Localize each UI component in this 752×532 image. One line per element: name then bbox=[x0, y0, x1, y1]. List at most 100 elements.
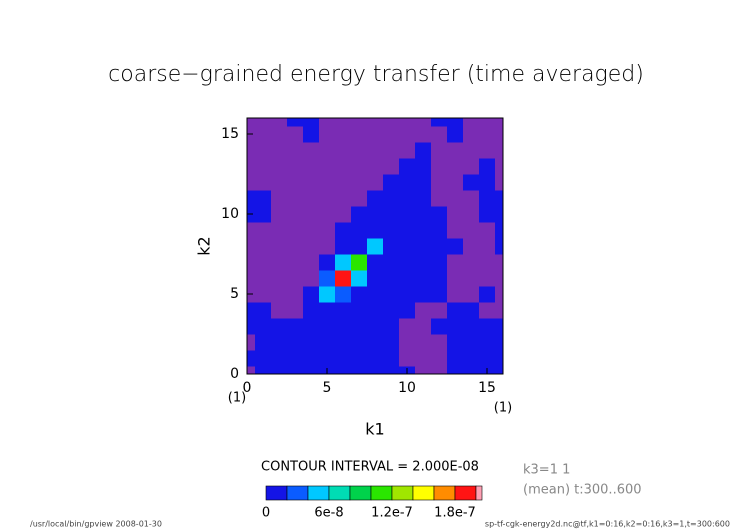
contour-cell bbox=[399, 190, 416, 207]
contour-cell bbox=[303, 270, 320, 287]
contour-cell bbox=[431, 190, 448, 207]
contour-cell bbox=[255, 270, 272, 287]
contour-cell bbox=[431, 126, 448, 143]
footer-left: /usr/local/bin/gpview 2008-01-30 bbox=[30, 520, 162, 529]
contour-cell bbox=[303, 190, 320, 207]
contour-cell bbox=[351, 334, 368, 351]
contour-cell bbox=[287, 318, 304, 335]
contour-cell bbox=[287, 158, 304, 175]
contour-cell bbox=[495, 174, 503, 191]
contour-cell bbox=[431, 334, 448, 351]
contour-cell bbox=[303, 334, 320, 351]
contour-cell bbox=[399, 158, 416, 175]
contour-cell bbox=[319, 158, 336, 175]
contour-cell bbox=[335, 334, 352, 351]
footer-right: sp-tf-cgk-energy2d.nc@tf,k1=0:16,k2=0:16… bbox=[485, 520, 730, 529]
x-index-label: (1) bbox=[494, 401, 512, 416]
contour-cell bbox=[303, 206, 320, 223]
contour-cell bbox=[383, 302, 400, 319]
colorbar-cell bbox=[433, 485, 456, 501]
contour-cell bbox=[319, 318, 336, 335]
contour-cell bbox=[383, 334, 400, 351]
contour-cell bbox=[383, 174, 400, 191]
colorbar-cell bbox=[286, 485, 309, 501]
colorbar-tick-label: 1.8e-7 bbox=[434, 506, 476, 521]
contour-cell bbox=[399, 350, 416, 367]
contour-cell bbox=[415, 238, 432, 255]
contour-cell bbox=[431, 174, 448, 191]
contour-cell bbox=[247, 366, 256, 374]
y-tick-label: 15 bbox=[221, 126, 239, 142]
contour-cell bbox=[383, 254, 400, 271]
contour-cell bbox=[271, 334, 288, 351]
contour-cell bbox=[479, 174, 496, 191]
contour-cell bbox=[255, 142, 272, 159]
contour-cell bbox=[415, 118, 432, 127]
contour-cell bbox=[383, 318, 400, 335]
contour-cell bbox=[479, 206, 496, 223]
contour-cell bbox=[319, 350, 336, 367]
contour-cell bbox=[335, 158, 352, 175]
contour-cell bbox=[351, 158, 368, 175]
y-axis-label: k2 bbox=[195, 236, 214, 255]
contour-cell bbox=[247, 174, 256, 191]
contour-cell bbox=[463, 126, 480, 143]
contour-cell bbox=[479, 350, 496, 367]
contour-cell bbox=[463, 206, 480, 223]
contour-cell bbox=[399, 222, 416, 239]
colorbar-cell bbox=[265, 485, 288, 501]
contour-cell bbox=[495, 350, 503, 367]
contour-cell bbox=[247, 350, 256, 367]
contour-cell bbox=[495, 286, 503, 303]
contour-cell bbox=[383, 126, 400, 143]
contour-cell bbox=[351, 190, 368, 207]
contour-cell bbox=[415, 158, 432, 175]
contour-cell bbox=[335, 222, 352, 239]
contour-cell bbox=[367, 366, 384, 374]
contour-cell bbox=[335, 302, 352, 319]
contour-cell bbox=[335, 190, 352, 207]
chart-title: coarse−grained energy transfer (time ave… bbox=[108, 62, 644, 87]
contour-cell bbox=[335, 118, 352, 127]
contour-cell bbox=[463, 254, 480, 271]
contour-cell bbox=[431, 254, 448, 271]
contour-cell bbox=[431, 350, 448, 367]
colorbar-cell bbox=[391, 485, 414, 501]
contour-cell bbox=[463, 286, 480, 303]
contour-cell bbox=[271, 142, 288, 159]
contour-cell bbox=[319, 334, 336, 351]
contour-cell bbox=[335, 238, 352, 255]
contour-cell bbox=[351, 126, 368, 143]
contour-cell bbox=[287, 254, 304, 271]
contour-cell bbox=[303, 142, 320, 159]
contour-cell bbox=[383, 350, 400, 367]
contour-cell bbox=[319, 270, 336, 287]
contour-cell bbox=[255, 350, 272, 367]
contour-cell bbox=[351, 286, 368, 303]
contour-cell bbox=[367, 174, 384, 191]
contour-cell bbox=[287, 286, 304, 303]
contour-cell bbox=[255, 318, 272, 335]
contour-cell bbox=[319, 302, 336, 319]
contour-cell bbox=[431, 142, 448, 159]
contour-cell bbox=[447, 318, 464, 335]
contour-cell bbox=[351, 222, 368, 239]
contour-cell bbox=[319, 174, 336, 191]
contour-cell bbox=[367, 270, 384, 287]
contour-cell bbox=[303, 318, 320, 335]
contour-cell bbox=[287, 334, 304, 351]
contour-cell bbox=[415, 190, 432, 207]
contour-cell bbox=[247, 334, 256, 351]
contour-cell bbox=[255, 126, 272, 143]
contour-cell bbox=[463, 190, 480, 207]
contour-cell bbox=[495, 238, 503, 255]
contour-cell bbox=[479, 334, 496, 351]
contour-cell bbox=[247, 302, 256, 319]
contour-cell bbox=[255, 118, 272, 127]
contour-cell bbox=[367, 238, 384, 255]
contour-cell bbox=[271, 206, 288, 223]
contour-cell bbox=[255, 302, 272, 319]
note: k3=1 1 bbox=[523, 463, 570, 478]
contour-cell bbox=[399, 318, 416, 335]
